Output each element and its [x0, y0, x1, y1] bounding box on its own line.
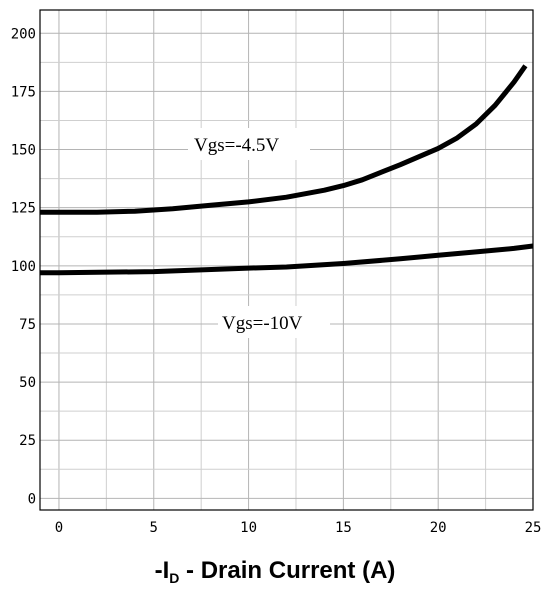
x-tick-label: 15 — [335, 520, 352, 536]
y-tick-label: 200 — [11, 26, 36, 42]
x-tick-label: 5 — [150, 520, 158, 536]
x-tick-label: 20 — [430, 520, 447, 536]
plot-frame — [39, 9, 534, 511]
y-tick-label: 50 — [19, 375, 36, 391]
x-tick-labels: 0 5 10 15 20 25 — [55, 520, 542, 536]
y-tick-label: 150 — [11, 143, 36, 159]
series-label-bg-vgs-4-5 — [188, 128, 310, 160]
x-axis-label-subscript: D — [169, 570, 179, 586]
series-line-vgs-10v — [40, 243, 534, 276]
y-tick-label: 175 — [11, 84, 36, 100]
x-tick-label: 10 — [240, 520, 257, 536]
y-tick-labels: 0 25 50 75 100 125 150 175 200 — [11, 26, 36, 507]
x-axis-label: -ID - Drain Current (A) — [155, 557, 396, 586]
curves — [40, 64, 534, 276]
x-axis-label-prefix: -I — [155, 557, 170, 584]
grid — [40, 10, 534, 510]
series-label-bg-vgs-10 — [218, 306, 330, 338]
series-line-vgs-4-5v — [40, 64, 528, 215]
y-tick-label: 75 — [19, 317, 36, 333]
series-label-vgs-4-5v: Vgs=-4.5V — [194, 135, 279, 156]
y-tick-label: 125 — [11, 201, 36, 217]
y-tick-label: 0 — [28, 491, 36, 507]
y-tick-label: 25 — [19, 433, 36, 449]
x-tick-label: 0 — [55, 520, 63, 536]
x-axis-label-suffix: - Drain Current (A) — [179, 557, 395, 584]
x-tick-label: 25 — [525, 520, 542, 536]
y-tick-label: 100 — [11, 259, 36, 275]
series-label-vgs-10v: Vgs=-10V — [222, 313, 303, 334]
